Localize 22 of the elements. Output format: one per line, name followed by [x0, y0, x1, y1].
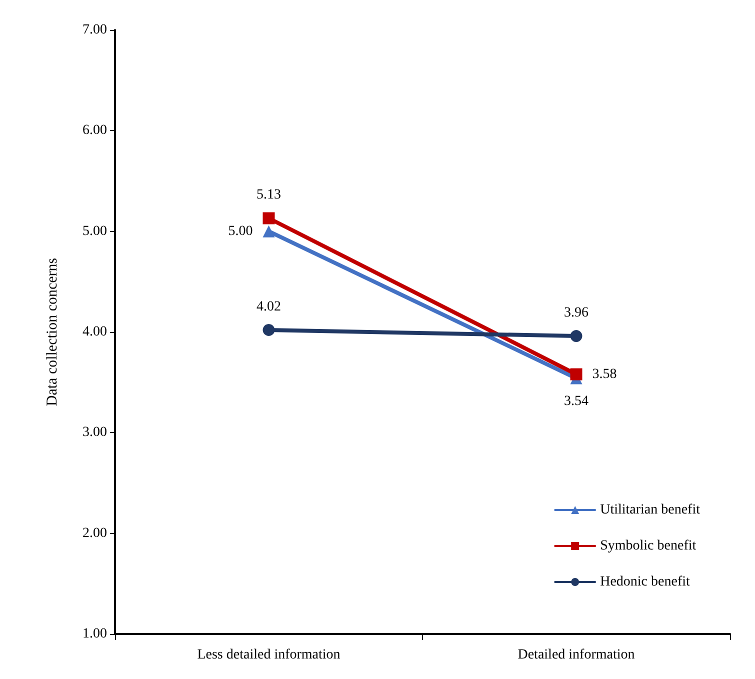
x-tick-label: Detailed information — [518, 648, 635, 662]
point — [570, 330, 582, 342]
data-label: 5.13 — [256, 188, 281, 203]
point — [262, 212, 275, 224]
data-label: 4.02 — [256, 299, 281, 314]
y-tick-label: 6.00 — [82, 123, 107, 138]
point — [262, 324, 275, 336]
y-tick-label: 5.00 — [82, 224, 107, 239]
data-label: 5.00 — [228, 224, 253, 239]
data-label: 3.54 — [564, 394, 588, 409]
y-tick-label: 3.00 — [82, 425, 107, 440]
y-axis-title: Data collection concerns — [44, 258, 60, 406]
legend-label: Symbolic benefit — [600, 538, 696, 554]
y-tick-label: 4.00 — [82, 324, 107, 340]
y-tick-label: 7.00 — [82, 22, 107, 38]
data-label: 3.96 — [564, 306, 588, 321]
y-tick-label: 1.00 — [82, 626, 107, 642]
y-tick-label: 2.00 — [82, 526, 107, 541]
legend-label: Utilitarian benefit — [600, 502, 700, 518]
data-label: 3.58 — [592, 366, 617, 382]
x-tick-label: Less detailed information — [197, 648, 340, 662]
legend-label: Hedonic benefit — [600, 574, 690, 590]
